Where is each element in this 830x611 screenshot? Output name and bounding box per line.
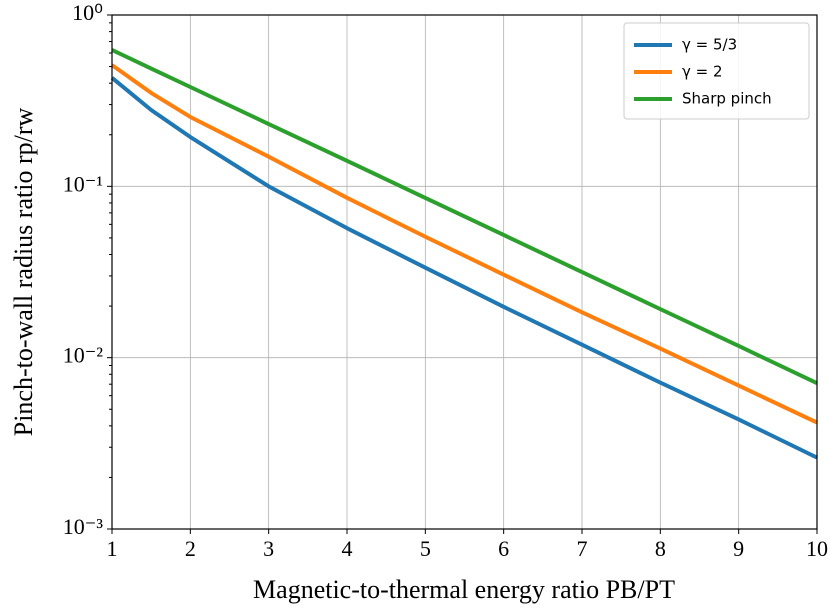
plot-frame xyxy=(111,14,818,530)
x-tick-label: 3 xyxy=(263,536,274,561)
x-tick-label: 10 xyxy=(806,536,828,561)
x-tick-label: 2 xyxy=(185,536,196,561)
y-axis-label: Pinch-to-wall radius ratio rp/rw xyxy=(9,108,38,437)
data-line xyxy=(110,76,818,460)
y-tick-label: 10⁰ xyxy=(72,0,103,25)
legend-label: Sharp pinch xyxy=(682,90,772,108)
x-tick-label: 5 xyxy=(420,536,431,561)
x-axis-label: Magnetic-to-thermal energy ratio PB/PT xyxy=(253,575,675,604)
x-tick-label: 9 xyxy=(733,536,744,561)
y-tick-label: 10⁻¹ xyxy=(63,171,103,196)
legend-label: γ = 2 xyxy=(682,63,723,81)
x-tick-label: 8 xyxy=(655,536,666,561)
data-line xyxy=(110,63,818,425)
legend-label: γ = 5/3 xyxy=(682,36,737,54)
x-tick-label: 1 xyxy=(107,536,118,561)
x-tick-label: 7 xyxy=(577,536,588,561)
x-tick-label: 6 xyxy=(498,536,509,561)
y-tick-label: 10⁻² xyxy=(63,343,104,368)
data-line xyxy=(111,48,818,385)
x-tick-label: 4 xyxy=(342,536,353,561)
y-tick-label: 10⁻³ xyxy=(63,514,104,539)
